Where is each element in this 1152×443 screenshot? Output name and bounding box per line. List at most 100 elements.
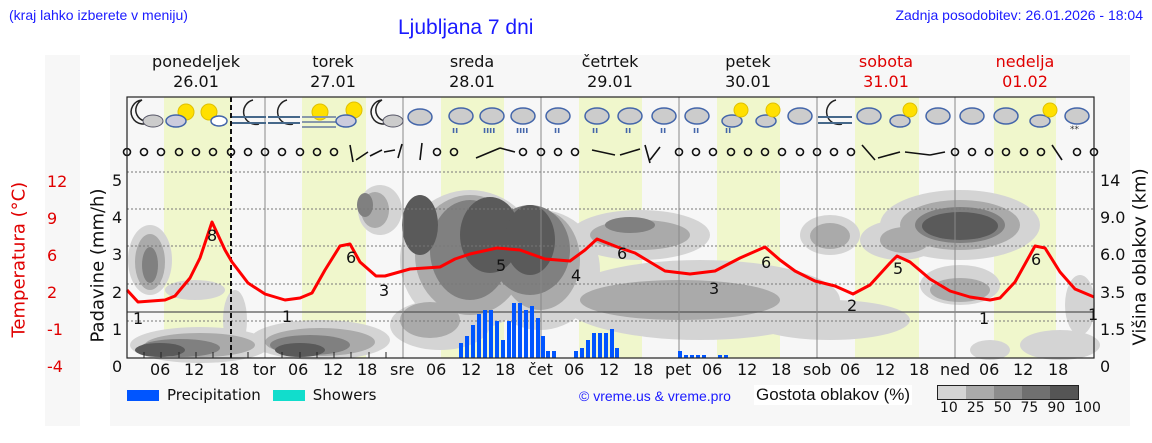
- cloud-icons: [407, 107, 1090, 128]
- plot-frame: [126, 96, 1095, 359]
- day-header-tue: torek 27.01: [273, 52, 393, 92]
- x-tick: čet: [528, 360, 553, 379]
- temp-label: 1: [979, 309, 990, 328]
- last-updated: Zadnja posodobitev: 26.01.2026 - 18:04: [895, 7, 1143, 23]
- temp-label: 2: [847, 296, 858, 315]
- x-tick: 06: [564, 360, 585, 379]
- temp-label: 6: [761, 253, 772, 272]
- density-tick: 50: [993, 400, 1012, 416]
- page-title: Ljubljana 7 dni: [398, 16, 534, 39]
- density-tick: 25: [966, 400, 985, 416]
- precipitation-swatch: [127, 389, 159, 401]
- moon-cloud-icon: [130, 99, 164, 128]
- x-tick: 18: [219, 360, 240, 379]
- x-tick: sre: [390, 360, 415, 379]
- legend-precipitation: Precipitation: [167, 386, 261, 404]
- precipitation-ticks: 5 4 3 2 1 0: [112, 162, 122, 385]
- day-date: 26.01: [173, 72, 219, 91]
- temp-label: 6: [346, 248, 357, 267]
- density-swatch: [938, 386, 966, 399]
- x-tick: 06: [979, 360, 1000, 379]
- rain-marks: ıı ıııı ıııı ıı ıı ıı ıı ıı ıı: [452, 126, 731, 136]
- density-swatch: [994, 386, 1022, 399]
- temp-tick: -1: [47, 320, 63, 339]
- temp-label: 1: [133, 309, 144, 328]
- svg-text:ıı: ıı: [554, 126, 560, 136]
- temp-label: 4: [571, 266, 582, 285]
- x-tick: tor: [253, 360, 276, 379]
- x-tick: 18: [1048, 360, 1069, 379]
- temp-label: 3: [709, 279, 720, 298]
- temp-label: 8: [207, 226, 218, 245]
- density-swatch: [966, 386, 994, 399]
- sun-cloud-icon: [335, 101, 363, 128]
- temp-label: 1: [282, 307, 293, 326]
- temp-label: 5: [496, 256, 507, 275]
- x-tick: 12: [461, 360, 482, 379]
- cloud-density-ticks: 10 25 50 75 90 100: [940, 400, 1101, 416]
- density-tick: 75: [1020, 400, 1039, 416]
- wind-row: [122, 142, 1099, 164]
- x-tick: 06: [288, 360, 309, 379]
- cloud-height-ticks: 14 9.0 6.0 3.5 1.5 0: [1100, 162, 1125, 385]
- svg-text:ıııı: ıııı: [483, 126, 495, 136]
- moon-cloud-icon: [370, 99, 404, 128]
- moon-fog-icon: [268, 99, 300, 126]
- sun-icons: [733, 102, 1058, 118]
- temp-label: 5: [893, 259, 904, 278]
- density-tick: 10: [940, 400, 958, 416]
- x-tick: 06: [426, 360, 447, 379]
- temp-tick: 2: [47, 283, 58, 302]
- temp-label: 1: [1088, 305, 1099, 324]
- day-separators: [264, 97, 956, 358]
- density-tick: 100: [1074, 400, 1101, 416]
- day-date: 30.01: [725, 72, 771, 91]
- day-date: 28.01: [449, 72, 495, 91]
- x-tick: 06: [150, 360, 171, 379]
- day-header-sat: sobota 31.01: [826, 52, 946, 92]
- cloud-tick: 14: [1100, 171, 1121, 190]
- showers-swatch: [272, 389, 305, 401]
- svg-text:ıı: ıı: [725, 126, 731, 136]
- day-header-sun: nedelja 01.02: [965, 52, 1085, 92]
- legend-showers: Showers: [312, 386, 377, 404]
- cloud-tick: 1.5: [1100, 319, 1126, 339]
- x-tick: 12: [184, 360, 205, 379]
- day-header-mon: ponedeljek 26.01: [136, 52, 256, 92]
- temp-label: 6: [617, 244, 628, 263]
- temp-tick: 12: [47, 172, 68, 191]
- x-tick: 12: [323, 360, 344, 379]
- weather-symbols-row: ıı ıııı ıııı ıı ıı ıı ıı ıı ıı **: [130, 99, 1090, 136]
- day-name: nedelja: [995, 52, 1055, 71]
- svg-text:ıı: ıı: [452, 126, 458, 136]
- day-date: 01.02: [1002, 72, 1048, 91]
- day-date: 29.01: [587, 72, 633, 91]
- x-tick: 12: [875, 360, 896, 379]
- day-header-wed: sreda 28.01: [412, 52, 532, 92]
- precip-tick: 5: [112, 171, 123, 190]
- cloud-density-title: Gostota oblakov (%): [754, 385, 913, 405]
- temp-tick: 9: [47, 209, 58, 228]
- x-tick: 12: [737, 360, 758, 379]
- moon-fog-icon: [232, 99, 266, 126]
- x-tick: 18: [909, 360, 930, 379]
- precip-tick: 4: [112, 208, 123, 228]
- legend: Precipitation Showers: [127, 386, 376, 404]
- x-tick: ned: [940, 360, 971, 379]
- grid-lines: [127, 171, 1094, 322]
- svg-text:ıı: ıı: [660, 126, 666, 136]
- x-tick: 12: [599, 360, 620, 379]
- day-name: ponedeljek: [152, 52, 240, 71]
- credit-link[interactable]: © vreme.us & vreme.pro: [579, 388, 731, 404]
- svg-text:ıııı: ıııı: [516, 126, 528, 136]
- density-swatch: [1022, 386, 1050, 399]
- x-tick: 06: [702, 360, 723, 379]
- x-tick: 18: [633, 360, 654, 379]
- density-swatch: [1050, 386, 1078, 399]
- location-hint: (kraj lahko izberete v meniju): [9, 7, 188, 23]
- precip-tick: 1: [112, 319, 123, 339]
- day-name: torek: [312, 52, 354, 71]
- snow-marks: **: [1070, 125, 1080, 135]
- x-tick: 18: [771, 360, 792, 379]
